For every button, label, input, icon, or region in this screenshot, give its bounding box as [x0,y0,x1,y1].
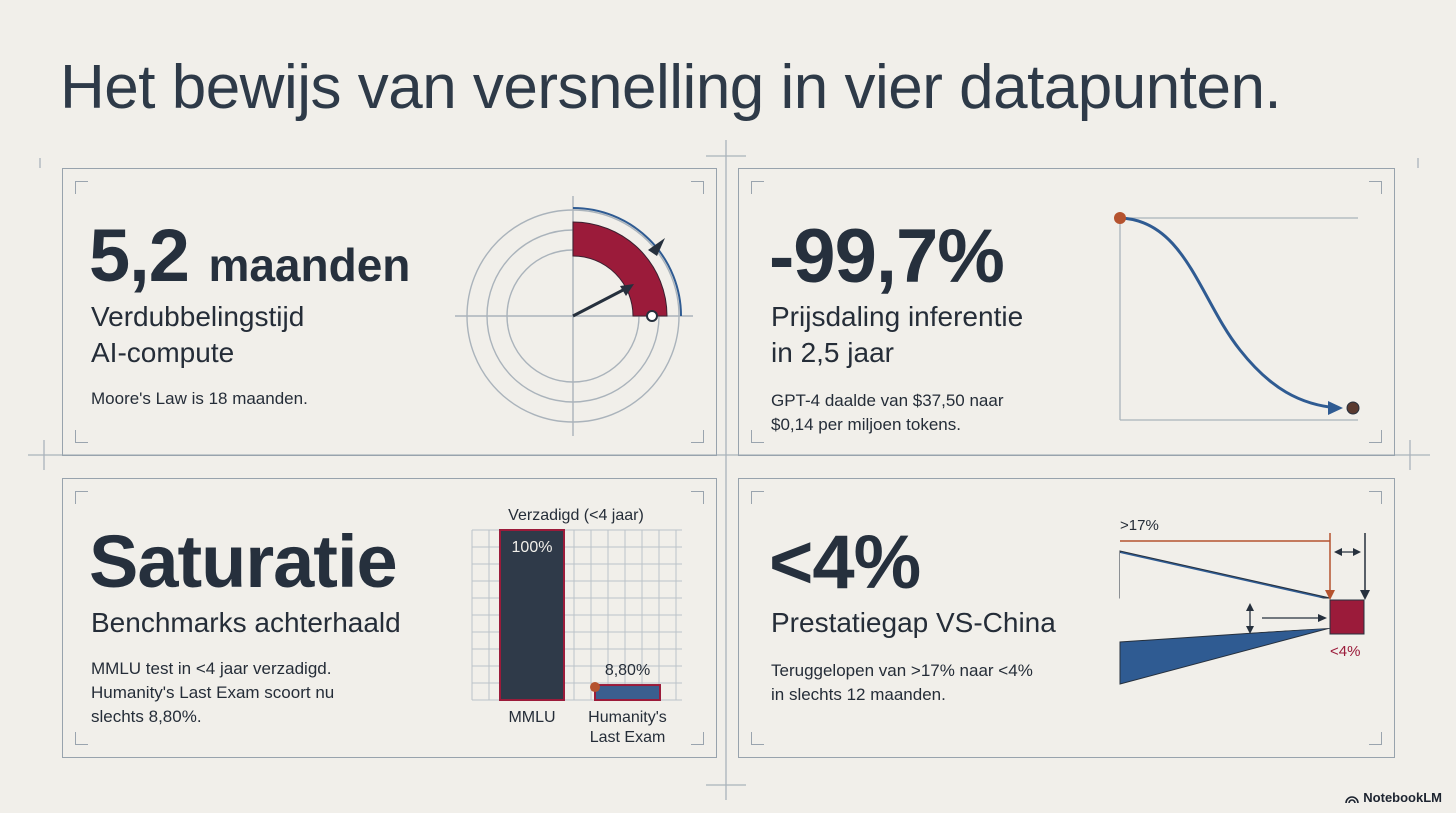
category-label: Last Exam [590,729,666,746]
corner-mark [75,181,88,194]
headline-unit: maanden [208,239,411,291]
headline-number: 5,2 [89,214,190,297]
card-saturation: Saturatie Benchmarks achterhaald MMLU te… [62,478,717,758]
highlight-dot [590,682,600,693]
brand-name: NotebookLM [1363,790,1442,805]
corner-mark [1369,430,1382,443]
corner-mark [1369,491,1382,504]
headline-saturation: Saturatie [89,520,398,603]
notebooklm-logo-icon [1345,795,1360,803]
gap-start-label: >17% [1120,517,1159,534]
subtitle-line: Prijsdaling inferentie [771,301,1024,332]
card-note: Moore's Law is 18 maanden. [91,389,308,408]
card-note-line: $0,14 per miljoen tokens. [771,415,961,434]
brand-badge: NotebookLM [1345,790,1442,805]
corner-mark [751,181,764,194]
bar-value-label: 100% [512,539,553,556]
price-decline-graphic [1114,212,1360,421]
corner-mark [691,732,704,745]
category-label: MMLU [508,709,555,726]
headline-compute: 5,2 maanden [89,213,410,298]
category-label: Humanity's [588,709,667,726]
card-note-line: in slechts 12 maanden. [771,685,946,704]
bar-value-label: 8,80% [605,662,650,679]
corner-mark [75,430,88,443]
corner-mark [691,430,704,443]
chart-bars [499,529,661,701]
corner-mark [1369,732,1382,745]
corner-mark [691,491,704,504]
benchmark-bar-chart: Verzadigd (<4 jaar) 100% MMLU 8,80% Humanit… [471,507,682,746]
subtitle-line: in 2,5 jaar [771,337,894,368]
card-note-line: slechts 8,80%. [91,707,202,726]
bar [594,684,661,701]
corner-mark [1369,181,1382,194]
gap-end-label: <4% [1330,643,1360,660]
subtitle-line: Benchmarks achterhaald [91,607,401,638]
corner-mark [751,732,764,745]
corner-mark [691,181,704,194]
page-title: Het bewijs van versnelling in vier datap… [60,53,1282,122]
subtitle-line: Verdubbelingstijd [91,301,305,332]
bar [499,529,565,701]
card-note-line: Teruggelopen van >17% naar <4% [771,661,1033,680]
chart-labels: 100% MMLU 8,80% Humanity's Last Exam [508,539,666,746]
corner-mark [75,732,88,745]
card-price-drop: -99,7% Prijsdaling inferentie in 2,5 jaa… [738,168,1395,456]
subtitle-line: AI-compute [91,337,235,368]
corner-mark [751,430,764,443]
subtitle-line: Prestatiegap VS-China [771,607,1056,638]
corner-mark [751,491,764,504]
corner-mark [75,491,88,504]
card-performance-gap: <4% Prestatiegap VS-China Teruggelopen v… [738,478,1395,758]
card-note-line: Humanity's Last Exam scoort nu [91,683,335,702]
card-compute-doubling: 5,2 maanden Verdubbelingstijd AI-compute… [62,168,717,456]
card-note-line: GPT-4 daalde van $37,50 naar [771,391,1004,410]
card-note-line: MMLU test in <4 jaar verzadigd. [91,659,332,678]
chart-title: Verzadigd (<4 jaar) [508,507,644,524]
headline-gap: <4% [769,520,921,605]
gap-converging-graphic: >17% <4% [1119,517,1370,685]
headline-price: -99,7% [769,214,1005,299]
compute-dial-graphic [455,196,693,436]
